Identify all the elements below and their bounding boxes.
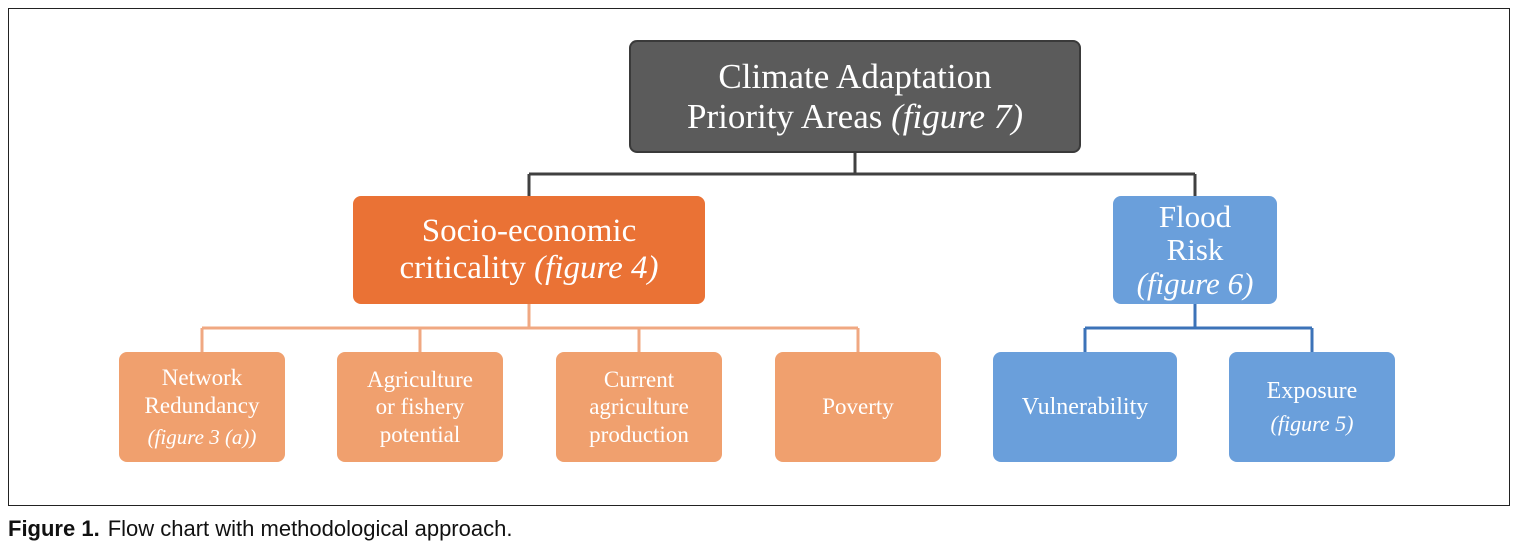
node-label: Poverty	[822, 394, 894, 420]
figure-ref: (figure 3 (a))	[147, 424, 257, 449]
figure-ref: (figure 6)	[1136, 265, 1254, 301]
figure-ref: (figure 4)	[534, 250, 659, 286]
connector-socio-children	[200, 304, 860, 352]
node-label: Agriculture	[366, 367, 473, 393]
connector-root-children	[527, 153, 1197, 196]
node-label: agriculture	[589, 394, 689, 420]
node-socio-economic-criticality: Socio-economic criticality (figure 4)	[353, 196, 705, 304]
node-label: Exposure	[1266, 378, 1358, 405]
node-label: production	[589, 421, 689, 447]
node-current-agriculture-production: Current agriculture production	[556, 352, 722, 462]
node-network-redundancy: Network Redundancy (figure 3 (a))	[119, 352, 285, 462]
node-label: Current	[603, 367, 675, 393]
caption-label: Figure 1.	[8, 516, 100, 541]
node-label: criticality (figure 4)	[399, 250, 659, 286]
node-vulnerability: Vulnerability	[993, 352, 1177, 462]
node-label: Socio-economic	[421, 213, 637, 250]
node-label: Priority Areas (figure 7)	[686, 96, 1023, 136]
node-climate-adaptation-priority-areas: Climate Adaptation Priority Areas (figur…	[629, 40, 1081, 153]
node-label: or fishery	[375, 394, 465, 420]
node-label: Network	[161, 365, 243, 391]
node-label: Flood	[1158, 198, 1232, 234]
node-flood-risk: Flood Risk (figure 6)	[1113, 196, 1277, 304]
node-label: Climate Adaptation	[718, 57, 992, 97]
node-exposure: Exposure (figure 5)	[1229, 352, 1395, 462]
figure-caption: Figure 1. Flow chart with methodological …	[8, 516, 512, 542]
node-label: Vulnerability	[1021, 394, 1149, 420]
node-label: Redundancy	[144, 392, 260, 418]
node-label: Risk	[1166, 232, 1224, 268]
node-poverty: Poverty	[775, 352, 941, 462]
figure-ref: (figure 7)	[891, 96, 1023, 136]
connector-flood-children	[1083, 304, 1314, 352]
caption-text: Flow chart with methodological approach.	[107, 516, 513, 541]
node-label: potential	[379, 421, 461, 447]
figure-ref: (figure 5)	[1270, 411, 1354, 437]
node-agriculture-or-fishery-potential: Agriculture or fishery potential	[337, 352, 503, 462]
